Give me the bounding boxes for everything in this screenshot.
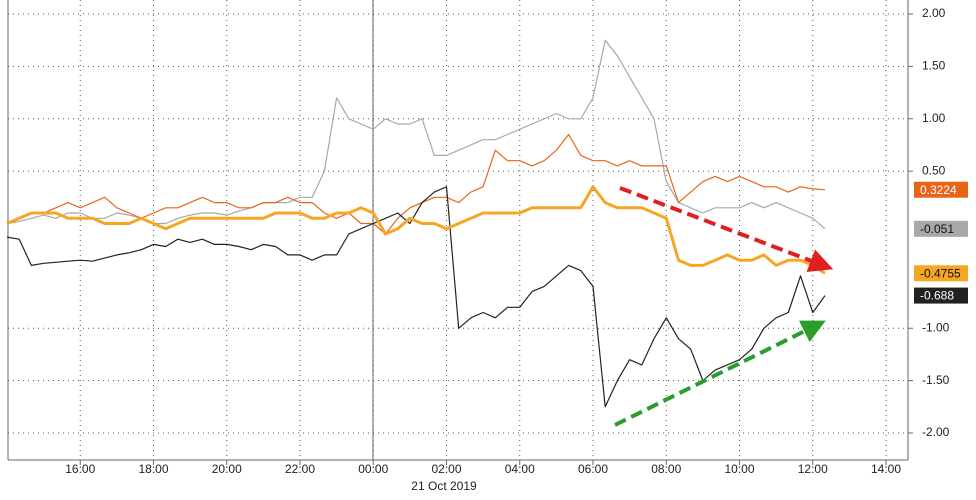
x-tick-label: 16:00 xyxy=(65,462,95,476)
x-tick-label: 22:00 xyxy=(285,462,315,476)
y-tick-label: -2.00 xyxy=(922,425,950,439)
y-tick-label: -1.50 xyxy=(922,373,950,387)
series-line xyxy=(6,133,826,235)
x-tick-label: 14:00 xyxy=(871,462,901,476)
y-tick-label: -1.00 xyxy=(922,320,950,334)
value-tag-label: -0.051 xyxy=(920,222,954,236)
x-tick-label: 18:00 xyxy=(138,462,168,476)
y-tick-label: 1.00 xyxy=(922,111,946,125)
x-tick-label: 04:00 xyxy=(505,462,535,476)
value-tag-label: 0.3224 xyxy=(920,183,957,197)
value-tag xyxy=(914,220,968,237)
up-arrow xyxy=(614,320,826,427)
x-tick-label: 00:00 xyxy=(358,462,388,476)
date-label: 21 Oct 2019 xyxy=(411,479,477,493)
series-line xyxy=(6,185,826,275)
x-tick-label: 10:00 xyxy=(724,462,754,476)
value-tag-label: -0.688 xyxy=(920,289,954,303)
x-tick-label: 08:00 xyxy=(651,462,681,476)
value-tag xyxy=(914,265,968,282)
value-tag xyxy=(914,181,968,198)
x-tick-label: 02:00 xyxy=(431,462,461,476)
y-tick-label: 2.00 xyxy=(922,6,946,20)
y-tick-label: 1.50 xyxy=(922,59,946,73)
value-tag xyxy=(914,287,968,304)
down-arrow xyxy=(619,186,834,272)
x-tick-label: 20:00 xyxy=(212,462,242,476)
y-tick-label: 0.50 xyxy=(922,163,946,177)
x-tick-label: 12:00 xyxy=(798,462,828,476)
series-line xyxy=(6,186,826,408)
x-tick-label: 06:00 xyxy=(578,462,608,476)
value-tag-label: -0.4755 xyxy=(920,266,961,280)
plot xyxy=(6,0,908,460)
series-line xyxy=(6,39,826,230)
